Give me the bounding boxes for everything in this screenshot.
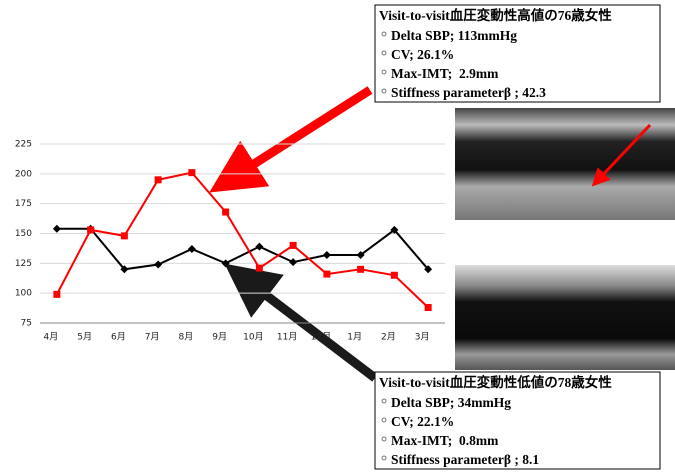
ultrasound-image bbox=[455, 108, 675, 220]
data-point bbox=[53, 291, 60, 298]
y-tick-label: 225 bbox=[15, 140, 32, 150]
annotation-line: CV; 26.1% bbox=[391, 47, 454, 62]
x-tick-label: 7月 bbox=[145, 332, 160, 343]
y-tick-label: 100 bbox=[15, 289, 32, 299]
data-point bbox=[256, 265, 263, 272]
data-point bbox=[154, 261, 162, 269]
data-point bbox=[155, 176, 162, 183]
data-point bbox=[53, 225, 61, 233]
x-tick-label: 12月 bbox=[311, 332, 331, 343]
data-point bbox=[87, 226, 94, 233]
plot: 75 100 125 150 175 200 225 4月 5月 6月 7月 8月 9月 10月 11月 12… bbox=[15, 140, 445, 343]
annotation-line: Delta SBP; 34mmHg bbox=[391, 395, 511, 410]
data-point bbox=[255, 243, 263, 251]
data-point bbox=[188, 169, 195, 176]
annotation-line: Delta SBP; 113mmHg bbox=[391, 28, 517, 43]
y-tick-label: 150 bbox=[15, 229, 32, 239]
data-line bbox=[57, 173, 428, 308]
annotation-line: Max-IMT; 2.9mm bbox=[391, 66, 499, 81]
data-point bbox=[222, 259, 230, 267]
y-tick-label: 75 bbox=[21, 319, 32, 329]
x-tick-label: 9月 bbox=[212, 332, 227, 343]
x-tick-label: 2月 bbox=[381, 332, 396, 343]
data-point bbox=[391, 272, 398, 279]
annotation-line: CV; 22.1% bbox=[391, 414, 454, 429]
x-tick-label: 6月 bbox=[111, 332, 126, 343]
x-tick-label: 3月 bbox=[415, 332, 430, 343]
x-tick-label: 5月 bbox=[77, 332, 92, 343]
data-point bbox=[357, 266, 364, 273]
data-point bbox=[222, 209, 229, 216]
x-tick-label: 11月 bbox=[277, 332, 297, 343]
x-tick-label: 1月 bbox=[347, 332, 362, 343]
data-point bbox=[323, 251, 331, 259]
y-tick-label: 200 bbox=[15, 169, 32, 179]
y-tick-label: 125 bbox=[15, 259, 32, 269]
data-point bbox=[289, 258, 297, 266]
x-tick-label: 8月 bbox=[179, 332, 194, 343]
data-point bbox=[290, 242, 297, 249]
chart: 75 100 125 150 175 200 225 4月 5月 6月 7月 8月 9月 10月 11月 12… bbox=[0, 0, 675, 472]
ultrasound-image bbox=[455, 265, 675, 370]
data-point bbox=[323, 271, 330, 278]
annotation-line: Stiffness parameterβ ; 42.3 bbox=[391, 85, 546, 100]
data-point bbox=[121, 232, 128, 239]
data-point bbox=[188, 245, 196, 253]
x-tick-label: 4月 bbox=[44, 332, 59, 343]
x-tick-label: 10月 bbox=[243, 332, 263, 343]
data-point bbox=[425, 304, 432, 311]
annotations: Visit-to-visit血圧変動性高値の76歳女性 Delta SBP; 11… bbox=[375, 5, 660, 469]
annotation-arrow bbox=[232, 90, 370, 178]
annotation-line: Max-IMT; 0.8mm bbox=[391, 433, 499, 448]
annotation-arrow bbox=[246, 280, 375, 378]
annotation-line: Stiffness parameterβ ; 8.1 bbox=[391, 452, 539, 467]
y-tick-label: 175 bbox=[15, 199, 32, 209]
annotation-title: Visit-to-visit血圧変動性高値の76歳女性 bbox=[379, 7, 612, 23]
annotation-title: Visit-to-visit血圧変動性低値の78歳女性 bbox=[379, 374, 612, 390]
